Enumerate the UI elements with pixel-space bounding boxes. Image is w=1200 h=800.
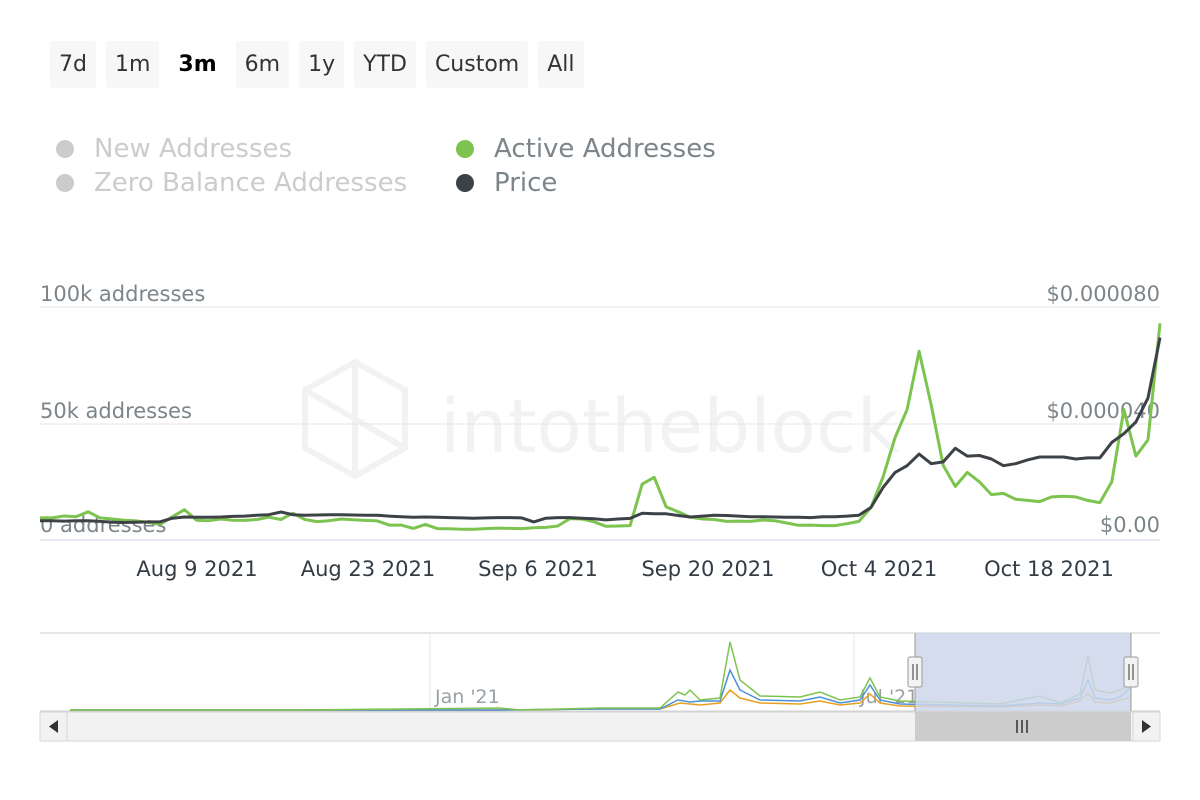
range-1y-button[interactable]: 1y [299,41,345,88]
legend-dot-icon [456,140,474,158]
range-ytd-button[interactable]: YTD [354,41,416,88]
navigator-label: Jan '21 [434,686,500,708]
x-tick-label: Aug 23 2021 [301,557,436,581]
legend-dot-icon [56,140,74,158]
scrollbar-thumb[interactable] [915,712,1131,741]
chart-legend: New Addresses Zero Balance Addresses Act… [55,132,775,212]
legend-label: Price [494,168,558,198]
range-custom-button[interactable]: Custom [425,41,529,88]
x-tick-label: Aug 9 2021 [136,557,257,581]
legend-label: New Addresses [94,134,293,164]
scrollbar [39,711,1161,742]
range-selector: 7d 1m 3m 6m 1y YTD Custom All [50,41,584,88]
x-tick-label: Sep 6 2021 [478,557,598,581]
x-tick-label: Sep 20 2021 [641,557,774,581]
y-left-tick-label: 100k addresses [40,282,205,306]
y-right-tick-label: $0.000080 [1046,282,1160,306]
legend-item-price[interactable]: Price [455,168,557,198]
range-6m-button[interactable]: 6m [235,41,290,88]
legend-dot-icon [456,174,474,192]
chevron-right-icon [1142,720,1151,733]
series-line-price [40,337,1162,524]
chevron-left-icon [49,720,58,733]
x-tick-label: Oct 18 2021 [984,557,1114,581]
legend-item-zero-balance-addresses[interactable]: Zero Balance Addresses [55,168,407,198]
watermark-text: intotheblock [440,384,900,470]
series-line-active-addresses [40,323,1162,531]
y-right-tick-label: $0.00 [1100,513,1160,537]
range-7d-button[interactable]: 7d [50,41,96,88]
legend-item-new-addresses[interactable]: New Addresses [55,134,292,164]
drag-handle-icon[interactable] [907,656,923,688]
watermark: intotheblock [302,358,900,480]
navigator-right-handle[interactable] [1123,656,1139,688]
navigator-left-handle[interactable] [907,656,923,688]
legend-item-active-addresses[interactable]: Active Addresses [455,134,716,164]
legend-label: Zero Balance Addresses [94,168,408,198]
navigator-selection-mask[interactable] [915,633,1131,711]
watermark-logo-icon [302,358,408,480]
x-tick-label: Oct 4 2021 [821,557,937,581]
legend-label: Active Addresses [494,134,716,164]
y-left-tick-label: 50k addresses [40,399,192,423]
range-1m-button[interactable]: 1m [105,41,160,88]
legend-dot-icon [56,174,74,192]
drag-handle-icon[interactable] [1123,656,1139,688]
range-3m-button[interactable]: 3m [169,41,226,88]
navigator: Jan '21 Jul '21 [40,632,1160,712]
range-all-button[interactable]: All [538,41,584,88]
